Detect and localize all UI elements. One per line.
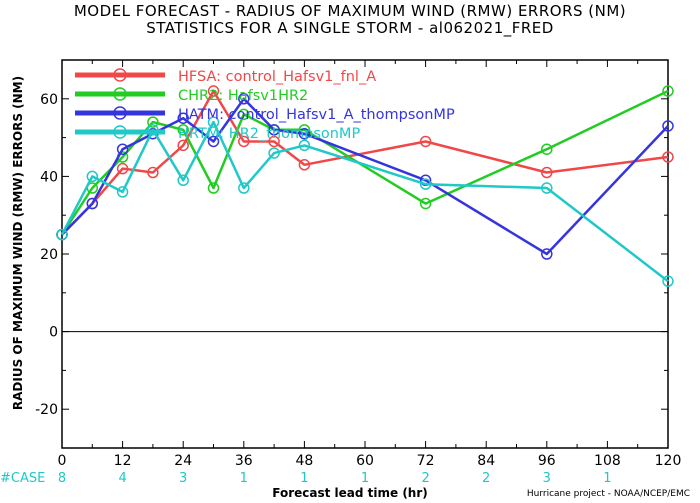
series-3-point [268, 124, 280, 136]
series-1-point [662, 151, 674, 163]
legend-label-1: HFSA: control_Hafsv1_fnl_A [178, 69, 376, 85]
series-line-4 [60, 120, 669, 283]
series-4-point [662, 275, 674, 287]
case-count: 3 [543, 471, 551, 486]
series-1-point [541, 166, 553, 179]
series-3-point [662, 120, 674, 132]
x-tick-label: 60 [356, 453, 374, 469]
legend-label-4: HRTM: HR2_thompsonMP [178, 126, 360, 142]
series-2-point [177, 124, 189, 136]
series-4-point [238, 182, 250, 194]
chart-title: MODEL FORECAST - RADIUS OF MAXIMUM WIND … [73, 2, 627, 20]
series-3-point [298, 127, 311, 140]
legend-label-3: HATM: control_Hafsv1_A_thompsonMP [178, 107, 455, 123]
series-line-3 [61, 97, 669, 256]
chart-subtitle: STATISTICS FOR A SINGLE STORM - al062021… [146, 19, 554, 37]
case-count: 1 [603, 471, 611, 486]
series-4-point [177, 174, 189, 187]
series-2-point [147, 116, 159, 128]
series-2-point [662, 85, 674, 97]
series-1-point [238, 135, 250, 148]
series-2-point [207, 182, 220, 194]
x-tick-label: 84 [477, 453, 495, 469]
case-count: 4 [118, 471, 126, 486]
series-1-point [177, 139, 189, 152]
series-2-point [419, 197, 432, 210]
series-3-point [86, 197, 99, 210]
series-line-2 [60, 89, 669, 236]
series-1-point [116, 162, 129, 175]
series-4-point [419, 178, 432, 190]
x-tick-label: 108 [594, 453, 621, 469]
series-3-point [177, 112, 189, 124]
case-count: 2 [482, 471, 490, 486]
series-4-point [207, 116, 220, 128]
x-tick-label: 36 [235, 453, 253, 469]
series-1-point [268, 135, 280, 148]
series-1-point [298, 159, 311, 171]
case-count: 2 [421, 471, 429, 486]
series-3-point [541, 248, 553, 260]
case-count: 8 [58, 471, 66, 486]
case-label: #CASE [0, 471, 45, 486]
series-4-point [86, 170, 99, 183]
case-count: 1 [300, 471, 308, 486]
x-tick-label: 48 [295, 453, 313, 469]
x-tick-label: 96 [538, 453, 556, 469]
legend-label-2: CHR2: Hafsv1HR2 [178, 88, 308, 104]
case-count: 3 [179, 471, 187, 486]
series-line-1 [61, 89, 669, 236]
case-count: 1 [361, 471, 369, 486]
y-tick-label: 0 [49, 325, 58, 341]
series-4-point [116, 186, 129, 198]
x-tick-label: 12 [114, 453, 132, 469]
series-3-point [207, 135, 220, 148]
series-4-point [298, 139, 311, 152]
series-4-point [56, 228, 68, 241]
legend-marker-2 [113, 87, 127, 101]
x-tick-label: 24 [174, 453, 192, 469]
series-4-point [541, 182, 553, 194]
y-tick-label: 40 [40, 169, 58, 185]
credit-text: Hurricane project - NOAA/NCEP/EMC [526, 489, 690, 499]
series-2-point [541, 143, 553, 155]
series-2-point [238, 108, 250, 121]
case-count: 1 [240, 471, 248, 486]
legend-marker-1 [113, 68, 127, 82]
legend-marker-4 [113, 125, 127, 139]
series-1-point [147, 166, 159, 179]
y-tick-label: 20 [40, 247, 58, 263]
series-1-point [419, 135, 432, 148]
legend-marker-3 [113, 106, 127, 120]
y-axis-label: RADIUS OF MAXIMUM WIND (RMW) ERRORS (NM) [11, 75, 25, 411]
x-tick-label: 0 [58, 453, 67, 469]
x-tick-label: 120 [655, 453, 682, 469]
series-3-point [238, 93, 250, 105]
series-1-point [207, 85, 220, 97]
series-4-point [268, 147, 280, 159]
x-axis-label: Forecast lead time (hr) [272, 486, 428, 500]
y-tick-label: -20 [35, 402, 58, 418]
x-tick-label: 72 [417, 453, 435, 469]
series-3-point [116, 143, 129, 155]
y-tick-label: 60 [40, 92, 58, 108]
